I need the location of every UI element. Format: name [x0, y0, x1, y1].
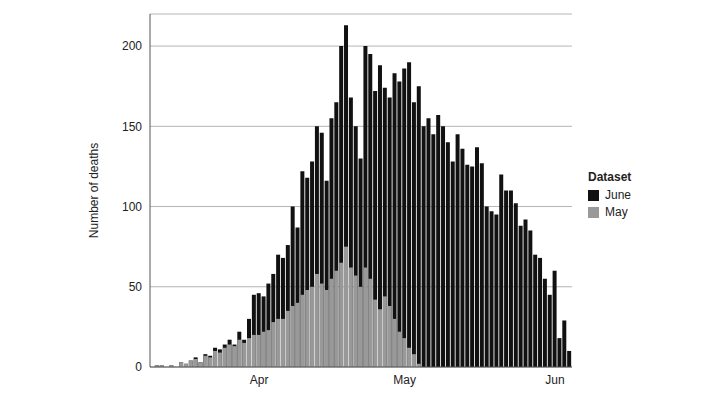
html-text:June: June	[605, 188, 631, 202]
svg-text:May: May	[393, 373, 416, 387]
svg-text:150: 150	[122, 120, 142, 134]
svg-text:200: 200	[122, 39, 142, 53]
svg-text:Apr: Apr	[250, 373, 269, 387]
svg-text:100: 100	[122, 200, 142, 214]
svg-text:Jun: Jun	[545, 373, 564, 387]
svg-text:50: 50	[129, 280, 143, 294]
svg-text:Number of deaths: Number of deaths	[87, 143, 101, 238]
svg-text:0: 0	[135, 360, 142, 374]
html-text:May: May	[605, 205, 628, 219]
html-text:Dataset: Dataset	[588, 170, 632, 184]
